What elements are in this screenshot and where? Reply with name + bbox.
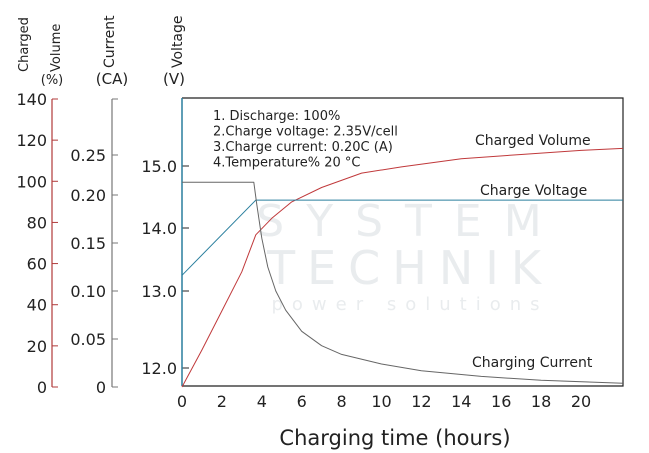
plot-frame bbox=[182, 97, 624, 387]
x-tick-label: 10 bbox=[371, 392, 391, 411]
voltage-tick-label: 14.0 bbox=[141, 219, 177, 238]
volume-tick-label: 20 bbox=[27, 337, 47, 356]
series-label: Charge Voltage bbox=[480, 183, 587, 199]
voltage-axis-title: Voltage bbox=[170, 15, 186, 68]
x-tick-label: 6 bbox=[297, 392, 307, 411]
x-tick-label: 12 bbox=[411, 392, 431, 411]
x-tick-label: 2 bbox=[217, 392, 227, 411]
volume-tick-label: 40 bbox=[27, 296, 47, 315]
current-axis-unit: (CA) bbox=[96, 70, 128, 88]
series-label: Charging Current bbox=[472, 355, 593, 371]
x-tick-label: 20 bbox=[571, 392, 591, 411]
volume-axis-title: Charged bbox=[17, 17, 32, 72]
x-tick-label: 4 bbox=[257, 392, 267, 411]
volume-tick-label: 0 bbox=[37, 378, 47, 397]
condition-note: 1. Discharge: 100% bbox=[213, 109, 340, 124]
x-tick-label: 18 bbox=[531, 392, 551, 411]
voltage-tick-label: 15.0 bbox=[141, 157, 177, 176]
voltage-axis-unit: (V) bbox=[163, 70, 185, 88]
condition-note: 3.Charge current: 0.20C (A) bbox=[213, 140, 393, 155]
watermark-line-3: power solutions bbox=[271, 294, 548, 315]
x-tick-label: 0 bbox=[177, 392, 187, 411]
voltage-tick-label: 13.0 bbox=[141, 282, 177, 301]
current-tick-label: 0.20 bbox=[70, 186, 106, 205]
series-line-charging-current bbox=[182, 181, 623, 384]
current-tick-label: 0.10 bbox=[70, 282, 106, 301]
voltage-tick-label: 12.0 bbox=[141, 359, 177, 378]
x-axis-title: Charging time (hours) bbox=[279, 426, 510, 450]
series-line-charged-volume bbox=[181, 147, 623, 388]
x-tick-label: 8 bbox=[337, 392, 347, 411]
current-tick-label: 0.05 bbox=[70, 330, 106, 349]
x-tick-label: 16 bbox=[491, 392, 511, 411]
watermark-line-1: SYSTEM bbox=[256, 196, 563, 247]
current-tick-label: 0 bbox=[96, 378, 106, 397]
volume-tick-label: 80 bbox=[27, 213, 47, 232]
condition-note: 2.Charge voltage: 2.35V/cell bbox=[213, 125, 398, 140]
condition-note: 4.Temperature% 20 °C bbox=[213, 156, 361, 171]
x-tick-label: 14 bbox=[451, 392, 471, 411]
volume-tick-label: 140 bbox=[16, 90, 47, 109]
volume-axis-unit: (%) bbox=[41, 73, 64, 88]
volume-axis-title: Volume bbox=[49, 24, 64, 72]
volume-tick-label: 100 bbox=[16, 172, 47, 191]
current-tick-label: 0.15 bbox=[70, 234, 106, 253]
watermark-line-2: TECHNIK bbox=[266, 241, 553, 295]
volume-tick-label: 120 bbox=[16, 131, 47, 150]
series-label: Charged Volume bbox=[475, 133, 591, 149]
current-axis-title: Current bbox=[102, 15, 118, 68]
current-tick-label: 0.25 bbox=[70, 146, 106, 165]
volume-tick-label: 60 bbox=[27, 255, 47, 274]
